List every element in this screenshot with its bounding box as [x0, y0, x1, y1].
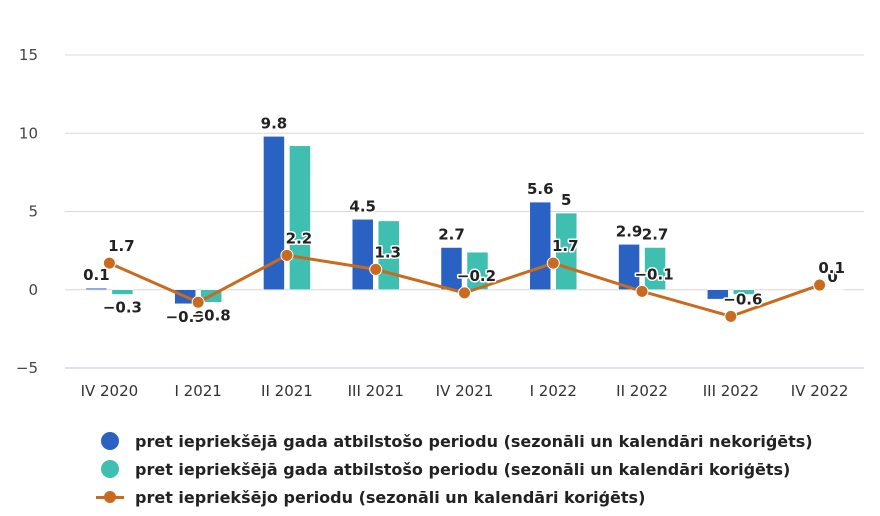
- legend-symbol-adjusted: [96, 459, 126, 479]
- legend-symbol-unadjusted: [96, 431, 126, 451]
- data-label: 2.7: [642, 225, 669, 243]
- x-tick-label: II 2021: [261, 382, 313, 400]
- bar: [821, 289, 844, 291]
- x-tick-label: III 2022: [703, 382, 759, 400]
- data-label: 0.1: [818, 259, 845, 277]
- line-point: [813, 278, 827, 292]
- line-point: [458, 286, 471, 300]
- data-label: −0.9: [166, 308, 205, 326]
- data-label: 0: [827, 268, 837, 286]
- line-series: [102, 248, 827, 323]
- y-tick-label: 15: [19, 46, 38, 64]
- bars: [85, 136, 844, 305]
- data-label: 1.3: [374, 243, 401, 261]
- bar: [733, 289, 755, 295]
- line-point: [546, 256, 560, 270]
- bar: [529, 201, 552, 290]
- data-label: 4.5: [349, 197, 376, 215]
- y-tick-label: 0: [28, 281, 38, 299]
- bar: [707, 289, 729, 300]
- data-labels: 0.1 −0.9 9.8 4.5 2.7 5.6 2.9 −0.3 −0.8 5 2.7 0 1.7 2.…: [82, 113, 847, 327]
- x-tick-label: III 2021: [348, 382, 404, 400]
- legend-symbol-previous-period: [96, 487, 126, 507]
- gridlines: [65, 54, 864, 291]
- legend-item-adjusted[interactable]: pret iepriekšējā gada atbilstošo periodu…: [96, 455, 813, 483]
- x-tick-label: II 2022: [616, 382, 668, 400]
- bar: [263, 136, 285, 290]
- x-tick-label: I 2021: [174, 382, 221, 400]
- legend-label-adjusted: pret iepriekšējā gada atbilstošo periodu…: [135, 459, 791, 479]
- legend-item-previous-period[interactable]: pret iepriekšējo periodu (sezonāli un ka…: [96, 483, 813, 511]
- data-label: −0.1: [634, 265, 673, 283]
- x-tick-label: IV 2021: [436, 382, 494, 400]
- y-tick-label: −5: [16, 359, 38, 377]
- x-tick-label: IV 2020: [81, 382, 139, 400]
- bar: [644, 247, 666, 290]
- data-label: 2.9: [616, 222, 643, 240]
- legend-label-previous-period: pret iepriekšējo periodu (sezonāli un ka…: [135, 487, 646, 507]
- data-label: 2.2: [286, 229, 313, 247]
- bar: [351, 219, 374, 290]
- y-axis: 15 10 5 0 −5: [16, 46, 38, 377]
- legend-label-unadjusted: pret iepriekšējā gada atbilstošo periodu…: [135, 431, 813, 451]
- data-label: −0.2: [457, 267, 496, 285]
- bar: [289, 145, 311, 290]
- data-label: −0.3: [103, 298, 142, 316]
- line-point: [280, 248, 294, 262]
- data-label: 9.8: [261, 114, 288, 132]
- x-axis: IV 2020 I 2021 II 2021 III 2021 IV 2021 I 202…: [65, 367, 864, 400]
- data-label: −0.6: [723, 290, 762, 308]
- data-label: 2.7: [438, 225, 465, 243]
- line-point: [635, 284, 649, 298]
- data-label: −0.8: [192, 306, 231, 324]
- bar: [111, 289, 134, 295]
- data-label: 5.6: [527, 180, 554, 198]
- data-label: 0.1: [83, 266, 110, 284]
- data-label: 1.7: [108, 237, 135, 255]
- y-tick-label: 5: [28, 203, 38, 221]
- x-tick-label: IV 2022: [791, 382, 849, 400]
- bar: [555, 212, 578, 290]
- line-point: [102, 256, 116, 270]
- bar: [618, 244, 640, 291]
- bar: [85, 287, 108, 290]
- data-label: 5: [561, 191, 571, 209]
- line-point: [191, 295, 205, 309]
- data-label: 1.7: [552, 237, 579, 255]
- x-tick-label: I 2022: [530, 382, 577, 400]
- legend-item-unadjusted[interactable]: pret iepriekšējā gada atbilstošo periodu…: [96, 427, 813, 455]
- line-point: [724, 309, 738, 323]
- legend: pret iepriekšējā gada atbilstošo periodu…: [96, 427, 813, 511]
- y-tick-label: 10: [19, 124, 38, 142]
- line-point: [369, 262, 383, 276]
